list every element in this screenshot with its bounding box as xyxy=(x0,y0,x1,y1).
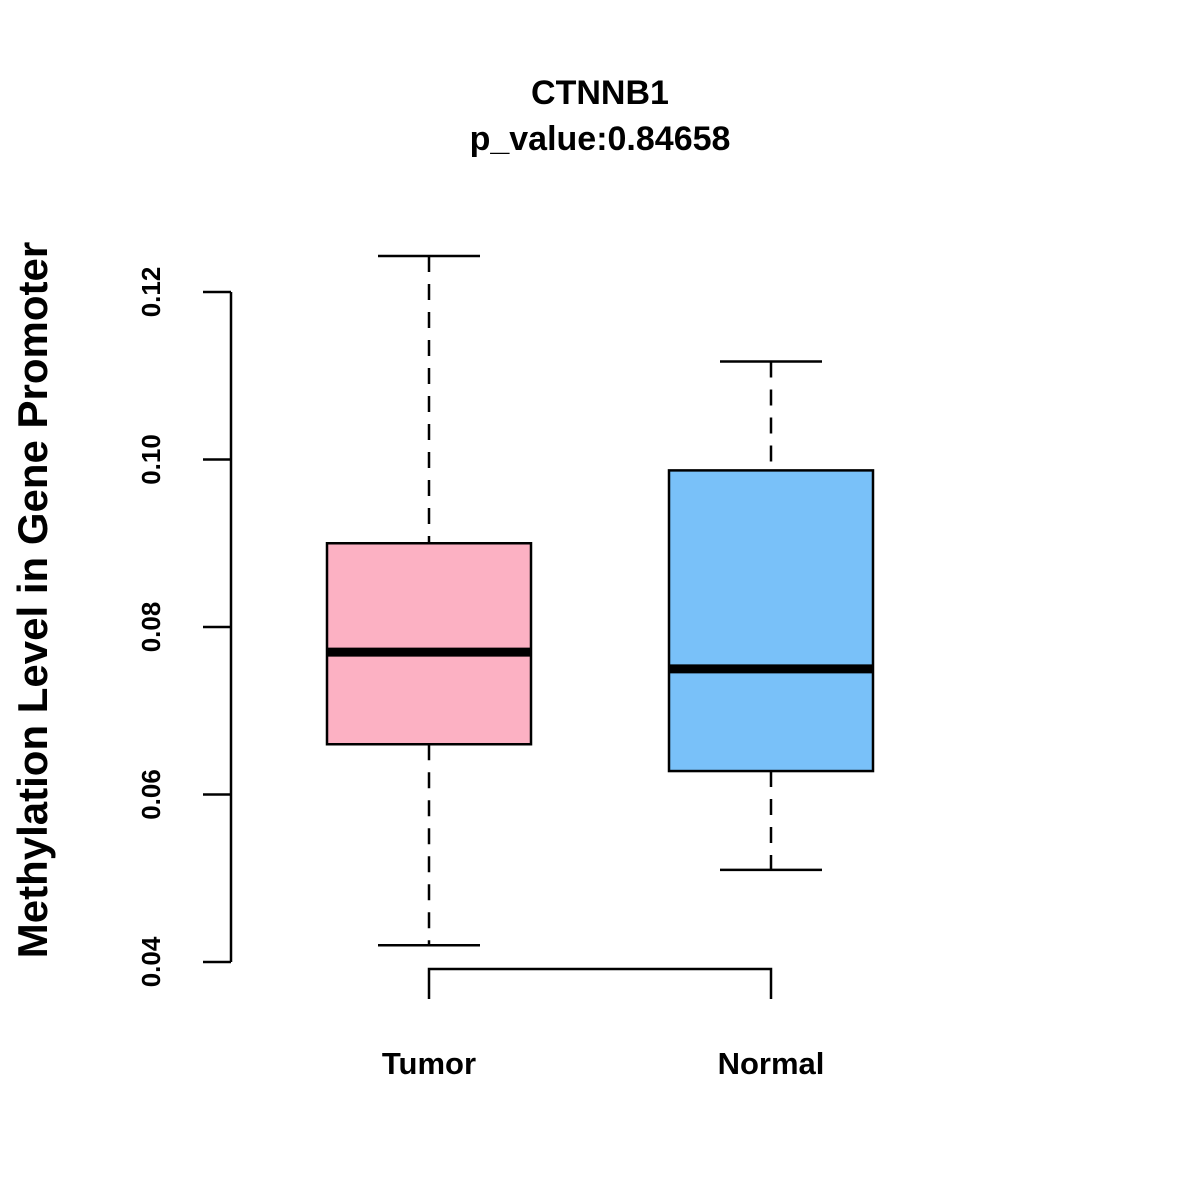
y-axis-label: Methylation Level in Gene Promoter xyxy=(9,242,56,958)
iqr-box xyxy=(325,542,533,746)
x-axis-labels: Tumor Normal xyxy=(382,1046,824,1081)
comparison-bracket xyxy=(427,967,773,999)
y-tick-label: 0.08 xyxy=(136,602,166,653)
boxes xyxy=(325,254,875,947)
y-tick-label: 0.12 xyxy=(136,267,166,318)
y-tick-label: 0.10 xyxy=(136,434,166,485)
bracket-line xyxy=(427,967,773,999)
x-tick-label: Normal xyxy=(718,1046,825,1081)
box-normal xyxy=(667,360,875,872)
y-tick-label: 0.06 xyxy=(136,769,166,820)
iqr-box xyxy=(667,469,875,773)
chart-title: CTNNB1 xyxy=(531,74,669,112)
box-tumor xyxy=(325,254,533,947)
x-tick-label: Tumor xyxy=(382,1046,476,1081)
chart-subtitle: p_value:0.84658 xyxy=(470,120,731,158)
y-tick-label: 0.04 xyxy=(136,936,166,987)
y-axis: 0.04 0.06 0.08 0.10 0.12 xyxy=(136,267,233,987)
